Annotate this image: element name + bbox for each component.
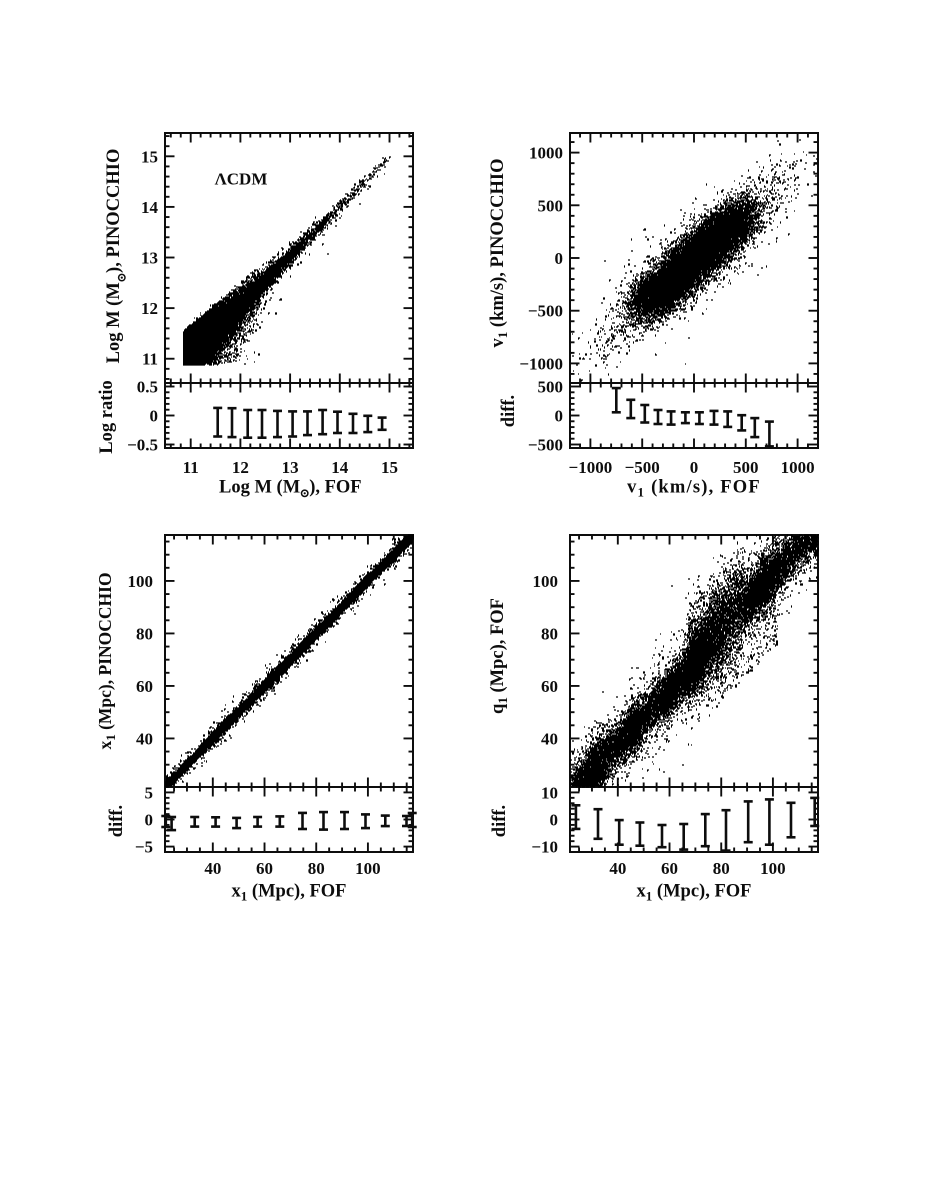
svg-text:80: 80 — [713, 859, 730, 878]
svg-text:80: 80 — [541, 624, 558, 643]
svg-text:x1 (Mpc), FOF: x1 (Mpc), FOF — [232, 882, 347, 904]
svg-text:500: 500 — [538, 378, 564, 397]
svg-text:12: 12 — [141, 299, 158, 318]
svg-text:−500: −500 — [625, 458, 660, 477]
svg-text:diff.: diff. — [499, 395, 519, 427]
svg-text:1000: 1000 — [529, 144, 563, 163]
svg-text:80: 80 — [136, 624, 153, 643]
svg-text:−1000: −1000 — [519, 354, 563, 373]
svg-text:14: 14 — [141, 198, 159, 217]
svg-text:60: 60 — [661, 859, 678, 878]
svg-text:), FOF: ), FOF — [309, 478, 361, 498]
svg-text:0: 0 — [150, 407, 159, 426]
svg-text:100: 100 — [128, 572, 154, 591]
svg-text:40: 40 — [204, 859, 221, 878]
svg-text:−1000: −1000 — [569, 458, 613, 477]
svg-text:15: 15 — [381, 458, 398, 477]
svg-text:14: 14 — [331, 458, 349, 477]
svg-text:−5: −5 — [135, 838, 153, 857]
svg-text:−10: −10 — [531, 838, 558, 857]
svg-text:40: 40 — [541, 729, 558, 748]
svg-text:40: 40 — [136, 729, 153, 748]
svg-text:ΛCDM: ΛCDM — [215, 170, 268, 189]
svg-text:x1 (Mpc), FOF: x1 (Mpc), FOF — [637, 882, 752, 904]
svg-text:0: 0 — [555, 249, 564, 268]
svg-text:1000: 1000 — [781, 458, 815, 477]
svg-text:0: 0 — [550, 811, 559, 830]
svg-text:100: 100 — [760, 859, 786, 878]
svg-text:0.5: 0.5 — [137, 378, 158, 397]
svg-text:Log ratio: Log ratio — [97, 380, 117, 453]
svg-text:diff.: diff. — [107, 805, 127, 837]
svg-text:11: 11 — [183, 458, 199, 477]
svg-text:0: 0 — [555, 407, 564, 426]
svg-text:40: 40 — [609, 859, 626, 878]
svg-text:5: 5 — [145, 783, 154, 802]
svg-text:v1 (km/s), PINOCCHIO: v1 (km/s), PINOCCHIO — [488, 159, 510, 348]
svg-text:10: 10 — [541, 783, 558, 802]
svg-text:q1 (Mpc), FOF: q1 (Mpc), FOF — [488, 598, 510, 714]
svg-text:13: 13 — [141, 249, 158, 268]
svg-text:80: 80 — [308, 859, 325, 878]
svg-text:60: 60 — [256, 859, 273, 878]
svg-text:Log M (M ), PINOCCHIO: Log M (M ), PINOCCHIO — [104, 149, 124, 364]
svg-text:60: 60 — [541, 677, 558, 696]
svg-text:−500: −500 — [528, 436, 563, 455]
svg-text:12: 12 — [232, 458, 249, 477]
svg-text:13: 13 — [282, 458, 299, 477]
svg-text:15: 15 — [141, 147, 158, 166]
svg-text:100: 100 — [533, 572, 559, 591]
svg-text:11: 11 — [142, 350, 158, 369]
svg-text:v1 (km/s), FOF: v1 (km/s), FOF — [627, 478, 761, 500]
svg-text:0: 0 — [145, 811, 154, 830]
svg-text:100: 100 — [355, 859, 381, 878]
svg-text:500: 500 — [733, 458, 759, 477]
svg-text:−0.5: −0.5 — [127, 436, 158, 455]
svg-text:0: 0 — [690, 458, 699, 477]
svg-text:500: 500 — [538, 196, 564, 215]
svg-text:x1 (Mpc), PINOCCHIO: x1 (Mpc), PINOCCHIO — [95, 572, 118, 749]
svg-text:60: 60 — [136, 677, 153, 696]
svg-text:Log M (M: Log M (M — [219, 478, 300, 498]
svg-text:diff.: diff. — [490, 805, 510, 837]
svg-text:−500: −500 — [528, 302, 563, 321]
